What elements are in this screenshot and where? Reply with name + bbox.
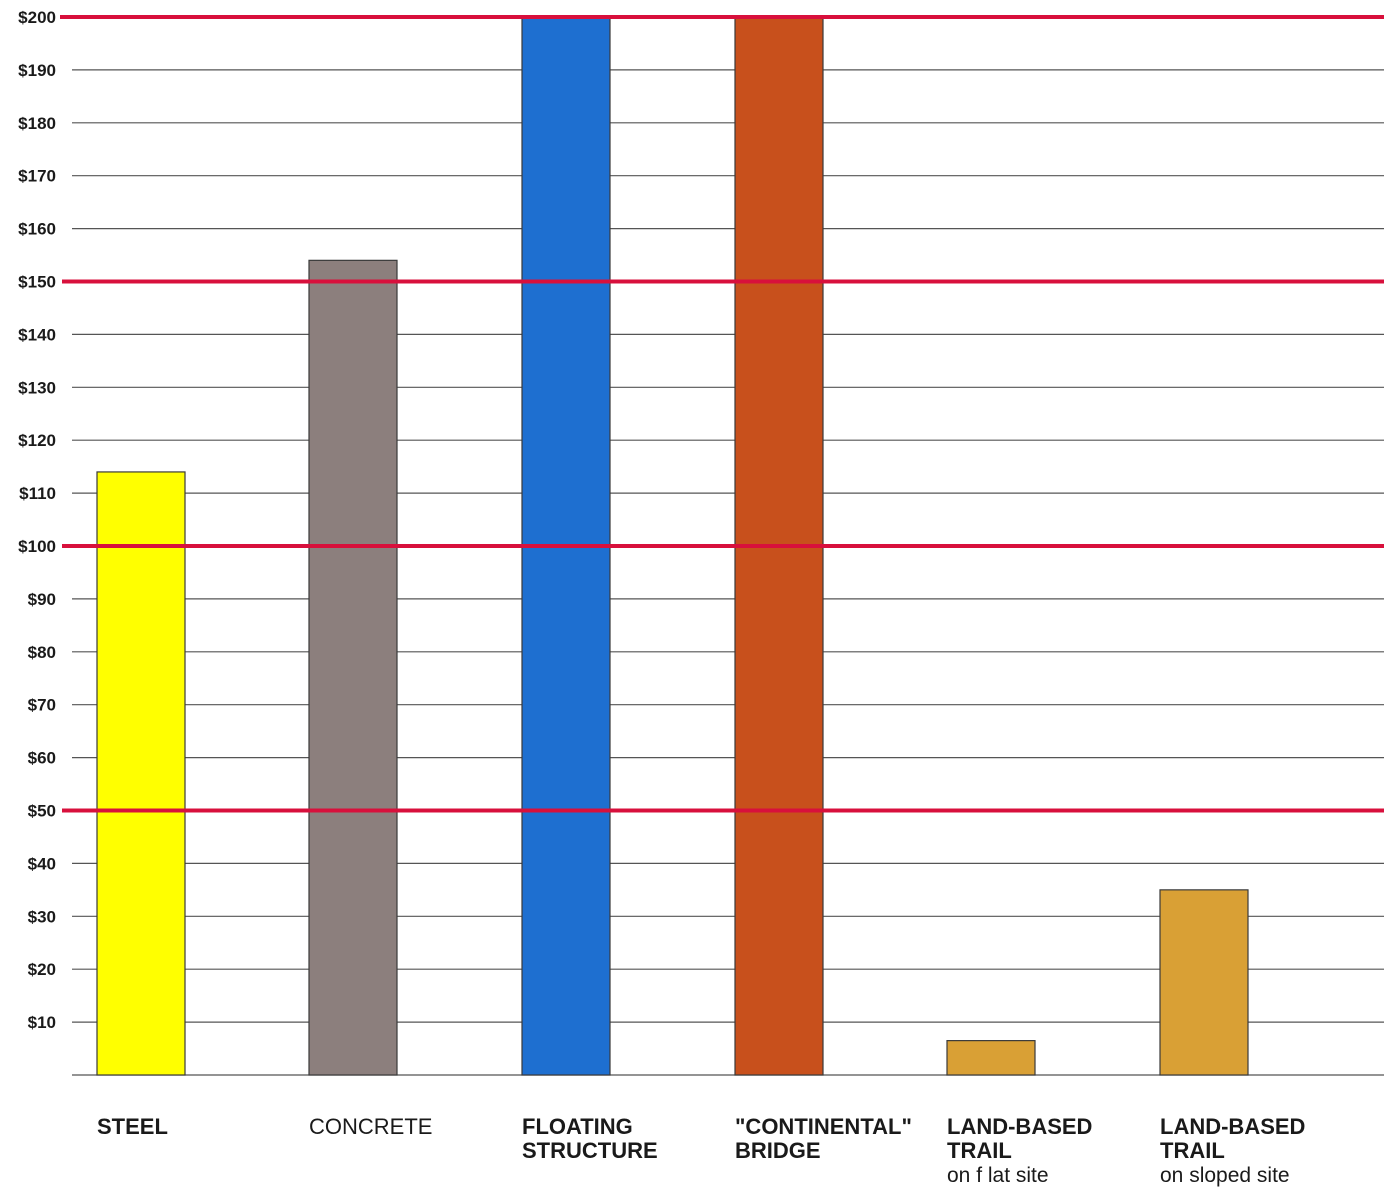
y-tick-label: $80 — [28, 643, 56, 662]
category-label: TRAIL — [947, 1138, 1012, 1163]
y-tick-label: $190 — [18, 61, 56, 80]
bar — [946, 1040, 1036, 1076]
category-label: CONCRETE — [309, 1114, 432, 1139]
y-tick-label: $90 — [28, 590, 56, 609]
y-tick-label: $200 — [18, 8, 56, 27]
y-tick-label: $20 — [28, 960, 56, 979]
bar — [96, 471, 186, 1076]
category-label: STEEL — [97, 1114, 168, 1139]
y-tick-label: $120 — [18, 431, 56, 450]
bar — [1159, 889, 1249, 1076]
y-tick-label: $30 — [28, 907, 56, 926]
gridlines — [72, 69, 1384, 1076]
y-tick-label: $140 — [18, 325, 56, 344]
y-tick-label: $40 — [28, 854, 56, 873]
category-label: LAND-BASED — [947, 1114, 1092, 1139]
category-label: LAND-BASED — [1160, 1114, 1305, 1139]
y-tick-label: $10 — [28, 1013, 56, 1032]
category-label: STRUCTURE — [522, 1138, 658, 1163]
y-tick-label: $180 — [18, 114, 56, 133]
category-sublabel: on f lat site — [947, 1164, 1049, 1187]
y-tick-label: $110 — [19, 484, 56, 503]
y-tick-label: $160 — [18, 220, 56, 239]
y-tick-label: $100 — [18, 537, 56, 556]
category-label: TRAIL — [1160, 1138, 1225, 1163]
y-tick-label: $50 — [28, 802, 56, 821]
y-tick-label: $130 — [18, 378, 56, 397]
bar — [308, 259, 398, 1076]
y-tick-label: $60 — [28, 749, 56, 768]
y-tick-label: $150 — [18, 273, 56, 292]
y-tick-label: $170 — [18, 167, 56, 186]
category-label: FLOATING — [522, 1114, 633, 1139]
category-label: BRIDGE — [735, 1138, 821, 1163]
y-tick-label: $70 — [28, 696, 56, 715]
category-label: "CONTINENTAL" — [735, 1114, 912, 1139]
category-sublabel: on sloped site — [1160, 1164, 1290, 1187]
emphasized-gridlines — [60, 15, 1384, 813]
y-axis-tick-labels: $10 $20 $30 $40 $50 $60 $70 $80 $90 $100 $110 $120 $… — [18, 8, 56, 1032]
